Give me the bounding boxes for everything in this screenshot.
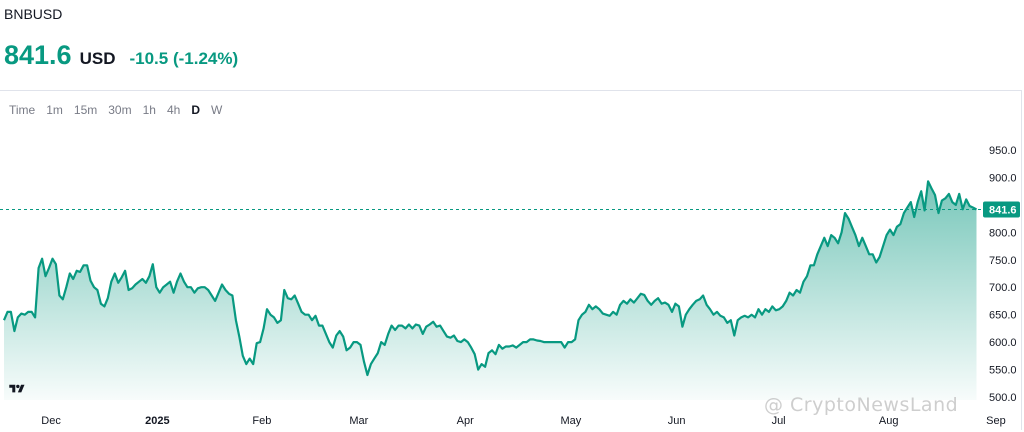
price-change: -10.5 (-1.24%) — [129, 49, 239, 68]
interval-30m[interactable]: 30m — [108, 103, 132, 117]
y-tick-label: 800.0 — [989, 227, 1017, 239]
x-tick-label: Jun — [668, 415, 686, 427]
interval-toolbar: Time 1m 15m 30m 1h 4h D W — [9, 103, 222, 117]
price-area-fill — [4, 181, 977, 400]
x-tick-label: Jul — [772, 415, 786, 427]
x-tick-label: Feb — [252, 415, 271, 427]
y-tick-label: 700.0 — [989, 282, 1017, 294]
last-price: 841.6 — [4, 40, 72, 70]
x-tick-label: May — [560, 415, 581, 427]
y-tick-label: 950.0 — [989, 145, 1017, 157]
x-tick-label: Aug — [879, 415, 899, 427]
x-tick-label: 2025 — [145, 415, 169, 427]
x-tick-label: Mar — [349, 415, 368, 427]
x-tick-label: Sep — [986, 415, 1006, 427]
symbol-title: BNBUSD — [4, 6, 63, 22]
currency-label: USD — [79, 49, 116, 68]
x-axis: Dec 2025 Feb Mar Apr May Jun Jul Aug Sep — [41, 415, 1005, 427]
interval-1h[interactable]: 1h — [142, 103, 156, 117]
y-tick-label: 550.0 — [989, 365, 1017, 377]
price-series-line — [2, 180, 978, 377]
x-tick-label: Dec — [41, 415, 61, 427]
tradingview-logo-icon — [9, 384, 25, 393]
last-price-badge — [983, 201, 1020, 218]
y-tick-label: 750.0 — [989, 255, 1017, 267]
y-axis: 500.0550.0600.0650.0700.0750.0800.0850.0… — [989, 145, 1017, 404]
watermark-text: @ CryptoNewsLand — [764, 394, 959, 416]
interval-d[interactable]: D — [191, 103, 200, 117]
y-tick-label: 500.0 — [989, 392, 1017, 404]
interval-15m[interactable]: 15m — [73, 103, 98, 117]
x-tick-label: Apr — [457, 415, 474, 427]
y-tick-label: 900.0 — [989, 172, 1017, 184]
interval-4h[interactable]: 4h — [166, 103, 181, 117]
price-quote: 841.6 USD -10.5 (-1.24%) — [4, 40, 238, 71]
y-tick-label: 650.0 — [989, 310, 1017, 322]
interval-1m[interactable]: 1m — [46, 103, 63, 117]
chart-frame — [0, 90, 1022, 430]
interval-w[interactable]: W — [210, 103, 223, 117]
last-price-badge-text: 841.6 — [989, 204, 1017, 216]
last-price-label: 841.6 — [983, 201, 1020, 218]
interval-time[interactable]: Time — [9, 103, 36, 117]
y-tick-label: 600.0 — [989, 337, 1017, 349]
